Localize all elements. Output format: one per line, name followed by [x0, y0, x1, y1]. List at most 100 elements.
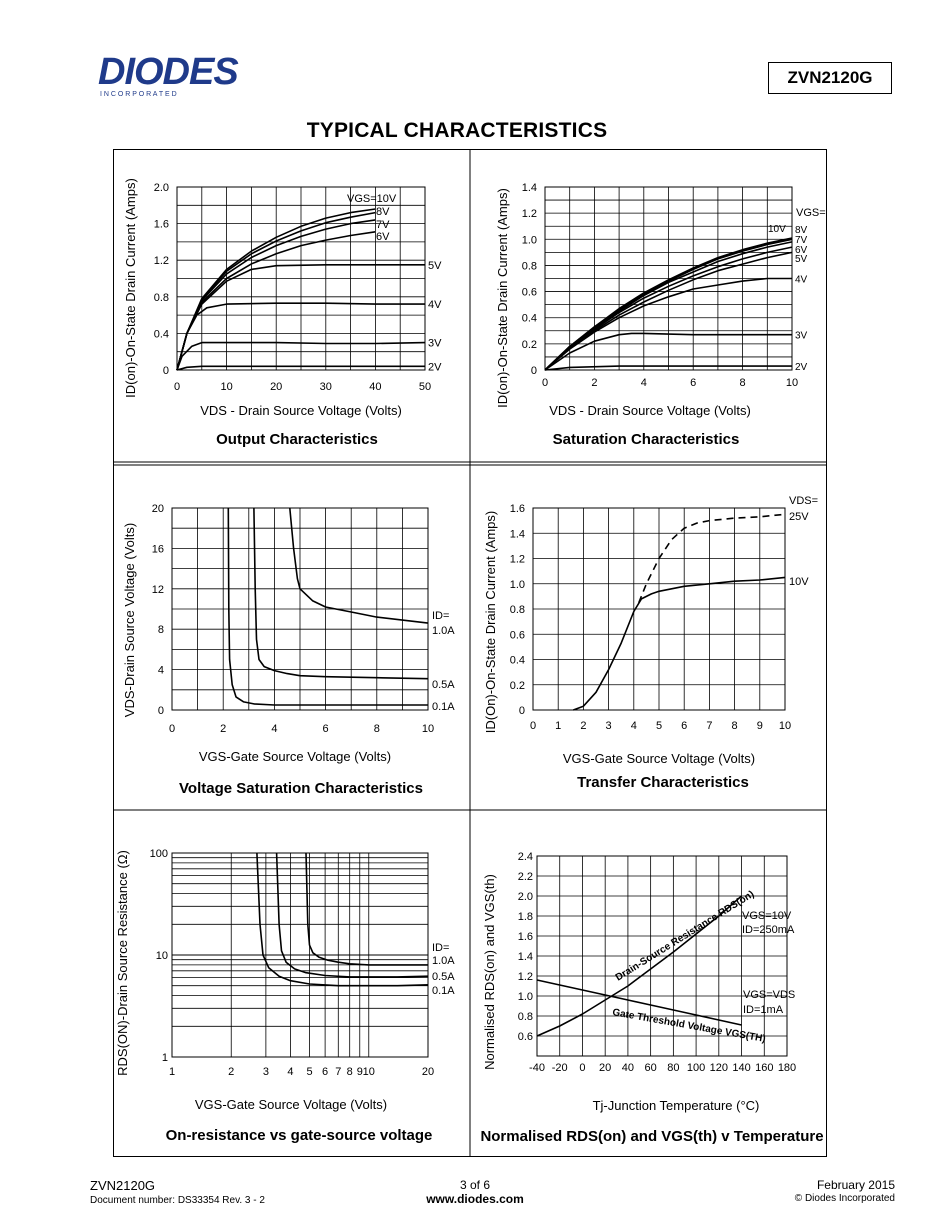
- series-label: 8V: [376, 206, 390, 218]
- x-tick-label: 3: [263, 1066, 269, 1078]
- y-tick-label: 0.6: [510, 629, 525, 641]
- y-axis-label: RDS(ON)-Drain Source Resistance (Ω): [115, 850, 130, 1076]
- x-axis-label: Tj-Junction Temperature (°C): [593, 1098, 760, 1113]
- x-tick-label: 8: [732, 720, 738, 732]
- x-tick-label: 8: [374, 723, 380, 735]
- chart-1: 0 2 4 6 8 10 0 0.2 0.4 0.6 0.8 1.0 1.2 1.4 VDS - Drain…: [495, 182, 826, 448]
- plot-border: [171, 507, 429, 711]
- series-label: 5V: [428, 260, 442, 272]
- series-label: 4V: [428, 299, 442, 311]
- x-tick-label: 20: [599, 1062, 611, 1074]
- series-label: 1.0A: [432, 955, 455, 967]
- series-label: 2V: [795, 362, 808, 373]
- x-tick-label: 5: [656, 720, 662, 732]
- x-tick-label: 40: [622, 1062, 634, 1074]
- x-tick-label: 10: [422, 723, 434, 735]
- y-tick-label: 0.8: [510, 604, 525, 616]
- chart-title: Transfer Characteristics: [577, 774, 749, 791]
- x-tick-label: 50: [419, 381, 431, 393]
- series-label: 0.5A: [432, 679, 455, 691]
- x-tick-label: 120: [710, 1062, 728, 1074]
- legend-title: VGS=10V: [347, 193, 397, 205]
- y-tick-label: 0.8: [154, 292, 169, 304]
- y-tick-label: 1.6: [518, 931, 533, 943]
- x-tick-label: 1: [555, 720, 561, 732]
- y-tick-label: 1.4: [510, 528, 525, 540]
- y-axis-label: ID(On)-On-State Drain Current (Amps): [483, 511, 498, 734]
- y-tick-label: 1.6: [154, 219, 169, 231]
- x-tick-label: 80: [667, 1062, 679, 1074]
- y-tick-label: 1.2: [154, 255, 169, 267]
- chart-title: Voltage Saturation Characteristics: [179, 780, 423, 797]
- annotation: VGS=10V: [742, 910, 792, 922]
- annotation: ID=1mA: [743, 1004, 784, 1016]
- footer-page: 3 of 6: [459, 1178, 491, 1192]
- y-tick-label: 1.8: [518, 911, 533, 923]
- x-tick-label: 60: [645, 1062, 657, 1074]
- y-tick-label: 0.4: [510, 655, 525, 667]
- y-tick-label: 1.0: [522, 234, 537, 246]
- x-tick-label: 0: [169, 723, 175, 735]
- y-tick-label: 12: [152, 584, 164, 596]
- annotation: VGS=VDS: [743, 989, 795, 1001]
- series-label: 1.0A: [432, 625, 455, 637]
- y-tick-label: 1.4: [518, 951, 533, 963]
- series-label: 6V: [795, 245, 808, 256]
- series-line: [544, 365, 792, 371]
- x-tick-label: 4: [631, 720, 637, 732]
- series-line: [227, 507, 428, 706]
- y-tick-label: 0.6: [522, 287, 537, 299]
- series-line: [176, 341, 426, 371]
- x-tick-label: 8: [740, 377, 746, 389]
- y-tick-label: 0: [531, 365, 537, 377]
- series-label: 6V: [376, 231, 390, 243]
- part-number-box: ZVN2120G: [768, 62, 892, 94]
- x-tick-label: 9: [757, 720, 763, 732]
- x-tick-label: 0: [542, 377, 548, 389]
- chart-title: Output Characteristics: [216, 431, 378, 448]
- series-line: [536, 895, 743, 1037]
- x-tick-label: 7: [706, 720, 712, 732]
- chart-2: 0 2 4 6 8 10 0 4 8 12 16 20 VGS-Gate Source Voltage …: [122, 503, 455, 797]
- y-axis-label: VDS-Drain Source Voltage (Volts): [122, 523, 137, 717]
- footer-website[interactable]: www.diodes.com: [426, 1192, 524, 1206]
- x-tick-label: 0: [530, 720, 536, 732]
- y-tick-label: 0.4: [522, 313, 537, 325]
- x-tick-label: 160: [755, 1062, 773, 1074]
- series-line: [176, 302, 425, 371]
- x-tick-label: 9: [357, 1066, 363, 1078]
- x-tick-label: 40: [369, 381, 381, 393]
- x-axis-label: VGS-Gate Source Voltage (Volts): [199, 749, 391, 764]
- y-tick-label: 0: [519, 705, 525, 717]
- x-tick-label: 10: [220, 381, 232, 393]
- y-tick-label: 0: [163, 365, 169, 377]
- x-tick-label: 30: [320, 381, 332, 393]
- chart-0: 0 10 20 30 40 50 0 0.4 0.8 1.2 1.6 2.0 VDS - Drain S…: [123, 178, 442, 448]
- series-label: 7V: [795, 235, 808, 246]
- y-tick-label: 20: [152, 503, 164, 515]
- y-tick-label: 1.0: [510, 579, 525, 591]
- footer-date: February 2015: [816, 1178, 895, 1192]
- plot-border: [532, 507, 786, 711]
- series-label: 3V: [795, 331, 808, 342]
- legend-title: ID=: [432, 610, 449, 622]
- chart-title: Normalised RDS(on) and VGS(th) v Tempera…: [480, 1128, 823, 1145]
- series-label: 7V: [376, 219, 390, 231]
- plot-border: [176, 186, 426, 371]
- x-tick-label: 6: [681, 720, 687, 732]
- x-tick-label: -40: [529, 1062, 545, 1074]
- x-tick-label: 8: [347, 1066, 353, 1078]
- x-axis-label: VGS-Gate Source Voltage (Volts): [563, 751, 755, 766]
- footer-doc-number: Document number: DS33354 Rev. 3 - 2: [90, 1195, 265, 1206]
- series-label: 3V: [428, 338, 442, 350]
- x-tick-label: 0: [174, 381, 180, 393]
- y-tick-label: 1.2: [518, 971, 533, 983]
- x-tick-label: 4: [287, 1066, 293, 1078]
- x-tick-label: 2: [591, 377, 597, 389]
- y-tick-label: 1: [162, 1052, 168, 1064]
- x-tick-label: 100: [687, 1062, 705, 1074]
- plot-border: [536, 855, 788, 1057]
- plot-border: [171, 852, 429, 1058]
- y-axis-label: ID(on)-On-State Drain Current (Amps): [123, 178, 138, 398]
